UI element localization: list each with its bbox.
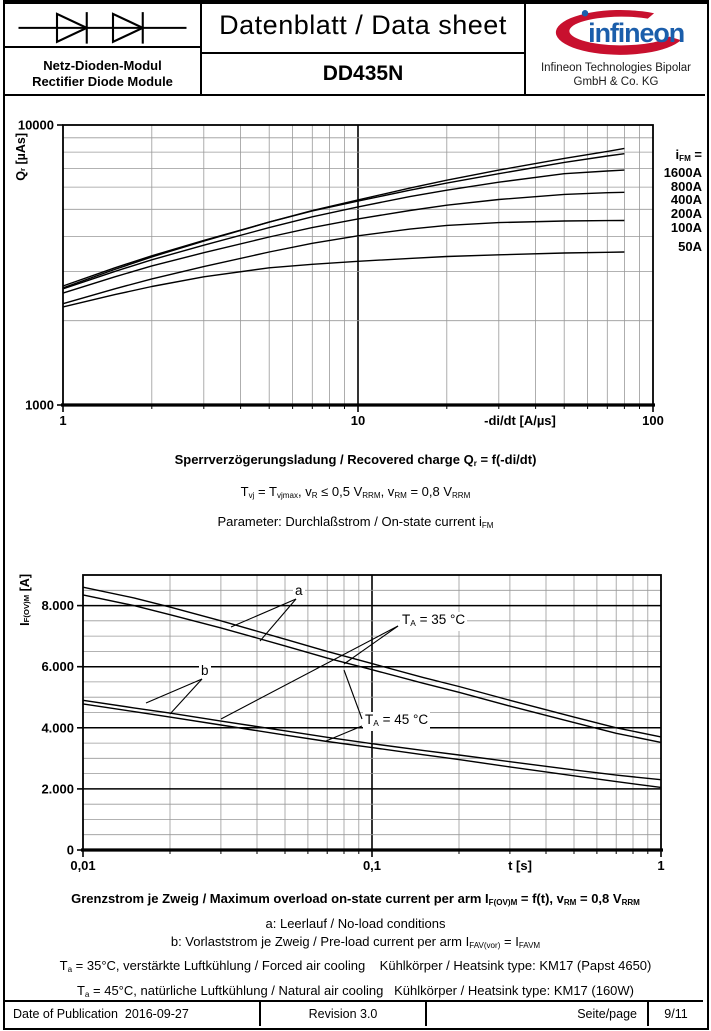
part-number: DD435N xyxy=(322,62,404,85)
tick-labels: 1 10 100 1000 10000 -di/dt [A/µs] xyxy=(18,118,664,429)
legend-item: 400A xyxy=(670,192,702,208)
chart2-caption-cooling-45: Ta = 45°C, natürliche Luftkühlung / Natu… xyxy=(76,983,635,999)
logo-wordmark: infineon xyxy=(588,18,684,48)
chart1-legend: iFM = 1600A 800A 400A 200A 100A 50A xyxy=(642,148,704,254)
header-bottom-line xyxy=(5,94,705,96)
axis-ticks xyxy=(57,124,654,412)
chart2-caption-title: Grenzstrom je Zweig / Maximum overload o… xyxy=(71,891,640,907)
page-number: 9/11 xyxy=(647,1002,703,1026)
svg-text:10000: 10000 xyxy=(18,118,54,133)
annotation-ta-35: TA = 35 °C xyxy=(400,612,468,632)
axis-ticks xyxy=(77,604,662,857)
module-name-de: Netz-Dioden-Modul xyxy=(43,58,162,73)
curve-400A xyxy=(62,169,625,290)
svg-text:1: 1 xyxy=(657,858,664,873)
legend-item: 100A xyxy=(670,219,702,235)
footer: Date of Publication 2016-09-27 Revision … xyxy=(5,1000,703,1026)
chart2-caption: Grenzstrom je Zweig / Maximum overload o… xyxy=(0,891,711,999)
annotation-ta-45: TA = 45 °C xyxy=(363,712,431,732)
datasheet-title: Datenblatt / Data sheet xyxy=(219,10,507,40)
chart2-caption-a: a: Leerlauf / No-load conditions xyxy=(265,916,446,931)
infineon-logo: infineon xyxy=(540,7,700,59)
module-name: Netz-Dioden-Modul Rectifier Diode Module xyxy=(5,58,200,90)
curve-label-b: b xyxy=(199,663,211,678)
chart-recovered-charge: 1 10 100 1000 10000 -di/dt [A/µs] xyxy=(18,118,664,429)
header-divider-v2 xyxy=(524,4,526,96)
curve-50A xyxy=(62,251,625,308)
svg-text:6.000: 6.000 xyxy=(41,659,74,674)
svg-text:1000: 1000 xyxy=(25,398,54,413)
svg-text:0: 0 xyxy=(67,843,74,858)
svg-text:0,01: 0,01 xyxy=(70,858,95,873)
page-label: Seite/page xyxy=(425,1002,647,1026)
chart-overload-current: 0,01 0,1 1 0 2.000 4.000 6.000 8.000 t [s] xyxy=(41,574,665,873)
revision: Revision 3.0 xyxy=(259,1002,425,1026)
curve-800A xyxy=(62,153,625,287)
module-name-en: Rectifier Diode Module xyxy=(32,74,173,89)
legend-item: 1600A xyxy=(663,164,702,180)
svg-text:1: 1 xyxy=(59,413,66,428)
x-axis-label: -di/dt [A/µs] xyxy=(484,413,556,428)
curve-200A xyxy=(62,191,625,294)
chart1-y-axis-label: Qr [µAs] xyxy=(14,133,28,181)
svg-text:8.000: 8.000 xyxy=(41,598,74,613)
diode-symbol-icon xyxy=(15,6,190,48)
svg-text:2.000: 2.000 xyxy=(41,781,74,796)
chart1-caption: Sperrverzögerungsladung / Recovered char… xyxy=(0,452,711,530)
header-divider-mid xyxy=(202,52,524,54)
chart1-caption-title: Sperrverzögerungsladung / Recovered char… xyxy=(174,452,537,468)
chart2-y-axis-label: IF(OV)M [A] xyxy=(18,574,32,626)
logo-dot-icon xyxy=(581,10,589,17)
x-axis-label: t [s] xyxy=(508,858,532,873)
chart2-caption-b: b: Vorlaststrom je Zweig / Pre-load curr… xyxy=(170,934,541,950)
publication-date: Date of Publication 2016-09-27 xyxy=(13,1007,189,1021)
plot-border xyxy=(62,124,654,406)
svg-text:0,1: 0,1 xyxy=(363,858,381,873)
logo-swoosh-icon xyxy=(555,9,681,55)
legend-title: iFM = xyxy=(675,147,702,163)
company-line2: GmbH & Co. KG xyxy=(573,76,659,88)
header-divider-left xyxy=(5,46,200,48)
legend-item: 50A xyxy=(678,238,702,254)
svg-text:4.000: 4.000 xyxy=(41,720,74,735)
header-divider-v1 xyxy=(200,4,202,96)
gridlines xyxy=(63,125,653,405)
svg-text:100: 100 xyxy=(642,413,664,428)
chart1-caption-parameter: Parameter: Durchlaßstrom / On-state curr… xyxy=(217,514,494,530)
curve-1600A xyxy=(62,147,625,289)
chart1-caption-conditions: Tvj = Tvjmax, vR ≤ 0,5 VRRM, vRM = 0,8 V… xyxy=(240,484,471,500)
curve-label-a: a xyxy=(293,583,305,598)
company-line1: Infineon Technologies Bipolar xyxy=(540,62,692,74)
legend-item: 800A xyxy=(670,178,702,194)
company-name: Infineon Technologies Bipolar GmbH & Co.… xyxy=(526,61,706,89)
chart2-caption-cooling-35: Ta = 35°C, verstärkte Luftkühlung / Forc… xyxy=(59,958,652,974)
curve-100A xyxy=(62,219,625,305)
legend-item: 200A xyxy=(670,206,702,222)
svg-text:10: 10 xyxy=(351,413,365,428)
tick-labels: 0,01 0,1 1 0 2.000 4.000 6.000 8.000 t [s] xyxy=(41,598,664,873)
